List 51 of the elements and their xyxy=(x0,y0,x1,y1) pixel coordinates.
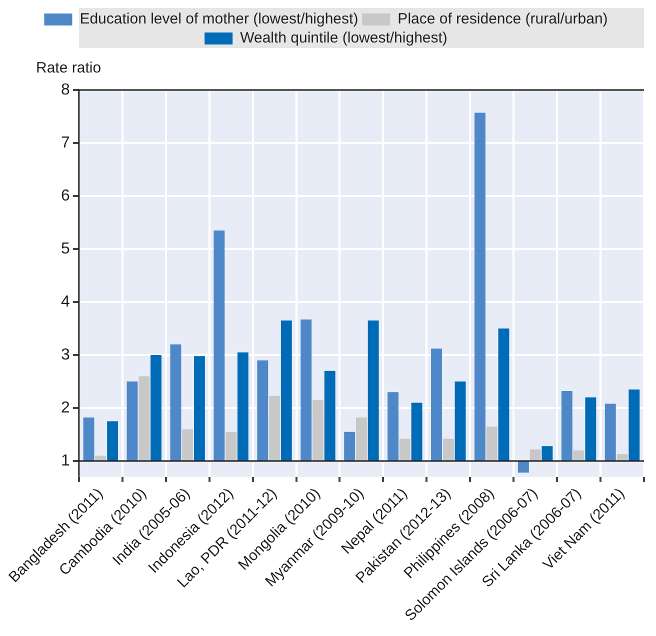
y-tick-label: 4 xyxy=(61,293,70,310)
bar xyxy=(344,432,356,462)
bar xyxy=(237,352,248,462)
y-tick-label: 8 xyxy=(61,81,70,98)
bar xyxy=(182,429,194,462)
bar xyxy=(312,400,324,462)
bar xyxy=(324,370,336,462)
bar xyxy=(170,344,182,462)
bar xyxy=(628,389,640,462)
y-tick-label: 7 xyxy=(61,134,70,152)
y-tick-label: 5 xyxy=(61,240,70,258)
y-tick-label: 6 xyxy=(61,187,70,204)
bar xyxy=(585,397,596,462)
y-tick-label: 2 xyxy=(61,399,70,416)
bar xyxy=(454,382,466,462)
bar xyxy=(388,392,399,462)
bar xyxy=(95,456,106,462)
bar xyxy=(269,396,280,462)
bar xyxy=(518,461,529,473)
legend-label: Place of residence (rural/urban) xyxy=(398,10,608,28)
bar xyxy=(300,320,312,462)
y-tick-label: 1 xyxy=(61,452,70,470)
bar xyxy=(486,426,498,462)
bar xyxy=(257,360,268,462)
bar xyxy=(194,356,205,462)
bar xyxy=(280,320,292,462)
y-axis-title: Rate ratio xyxy=(36,60,102,77)
bar xyxy=(474,112,486,462)
bar xyxy=(542,446,553,462)
bar xyxy=(498,328,510,462)
bar xyxy=(368,320,379,462)
bar xyxy=(530,449,541,462)
bar xyxy=(150,355,162,462)
bar xyxy=(442,438,454,462)
bar xyxy=(604,404,616,462)
legend-label: Education level of mother (lowest/highest) xyxy=(80,10,358,28)
y-tick-label: 3 xyxy=(61,346,70,364)
bar xyxy=(616,454,628,462)
bar xyxy=(138,376,150,462)
bar xyxy=(226,432,237,462)
bar xyxy=(399,438,410,462)
bar xyxy=(126,382,138,462)
bar xyxy=(561,391,572,462)
bar xyxy=(107,421,118,462)
bar xyxy=(214,230,225,462)
legend-label: Wealth quintile (lowest/highest) xyxy=(240,30,448,47)
bar xyxy=(573,450,584,462)
bar xyxy=(411,402,422,462)
bar xyxy=(356,418,367,462)
bar xyxy=(431,348,442,462)
bar xyxy=(83,418,94,462)
